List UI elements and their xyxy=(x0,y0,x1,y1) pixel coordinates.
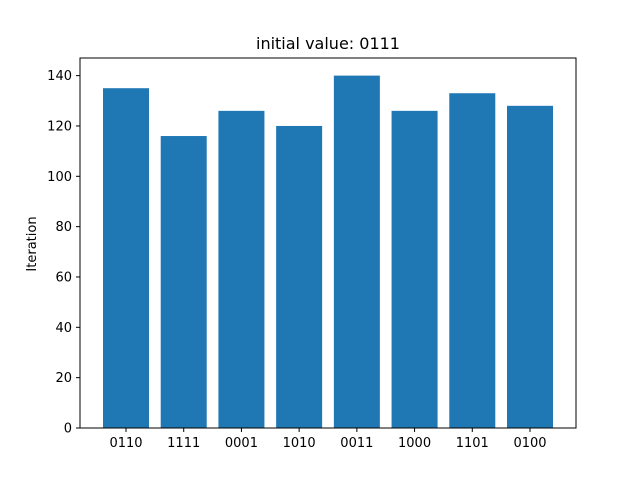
bar-1010 xyxy=(276,125,323,429)
bar-1101 xyxy=(449,93,496,428)
x-tick-label-1111: 1111 xyxy=(167,436,200,451)
bar-0011 xyxy=(333,75,380,428)
x-tick-label-0110: 0110 xyxy=(109,436,142,451)
y-tick-label-20: 20 xyxy=(55,371,72,386)
x-tick-label-0001: 0001 xyxy=(225,436,258,451)
chart-title: initial value: 0111 xyxy=(256,34,400,53)
y-tick-label-120: 120 xyxy=(47,119,72,134)
y-axis-ticks: 0 20 40 60 80 100 120 140 xyxy=(47,69,80,437)
y-axis-label: Iteration xyxy=(25,216,40,271)
x-tick-label-0100: 0100 xyxy=(513,436,546,451)
y-tick-label-60: 60 xyxy=(55,270,72,285)
x-tick-label-1010: 1010 xyxy=(283,436,316,451)
y-tick-label-40: 40 xyxy=(55,321,72,336)
plot-area-frame xyxy=(79,57,577,429)
x-axis-ticks: 0110 1111 0001 1010 0011 1000 1101 0100 xyxy=(109,428,547,451)
y-tick-label-0: 0 xyxy=(64,422,72,437)
x-tick-label-1101: 1101 xyxy=(456,436,489,451)
bar-0100 xyxy=(507,105,553,429)
x-tick-label-0011: 0011 xyxy=(340,436,373,451)
bar-0001 xyxy=(218,110,265,428)
bars-layer xyxy=(103,75,553,429)
y-tick-label-100: 100 xyxy=(47,170,72,185)
bar-1000 xyxy=(391,110,438,428)
bar-1111 xyxy=(160,136,207,428)
y-tick-label-80: 80 xyxy=(55,220,72,235)
x-tick-label-1000: 1000 xyxy=(398,436,431,451)
y-tick-label-140: 140 xyxy=(47,69,72,84)
bar-0110 xyxy=(103,88,149,429)
